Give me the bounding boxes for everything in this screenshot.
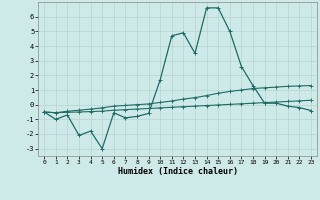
X-axis label: Humidex (Indice chaleur): Humidex (Indice chaleur) [118, 167, 238, 176]
